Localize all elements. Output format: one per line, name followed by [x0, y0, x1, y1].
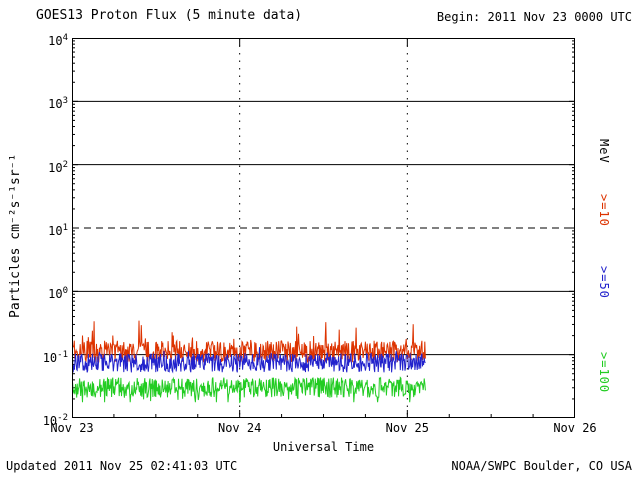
y-tick-label: 102 [48, 159, 68, 175]
x-tick-label: Nov 24 [217, 421, 262, 435]
x-tick-label: Nov 26 [553, 421, 597, 435]
y-tick-label: 104 [48, 33, 68, 48]
plot-canvas [72, 38, 575, 418]
y-tick-label: 10-2 [42, 413, 68, 428]
series-label->=100: >=100 [597, 352, 611, 394]
x-axis-title: Universal Time [272, 440, 375, 454]
series->=50 [72, 347, 426, 374]
y-tick-label: 101 [48, 223, 68, 238]
credit-text: NOAA/SWPC Boulder, CO USA [451, 459, 632, 473]
x-tick-label: Nov 23 [50, 421, 94, 435]
plot-area [72, 38, 575, 418]
y-tick-label: 10-1 [42, 349, 68, 365]
begin-timestamp: Begin: 2011 Nov 23 0000 UTC [436, 10, 632, 24]
series-label->=50: >=50 [597, 266, 611, 299]
right-axis-unit-label: MeV [597, 139, 611, 164]
y-tick-label: 100 [48, 286, 68, 302]
updated-timestamp: Updated 2011 Nov 25 02:41:03 UTC [6, 459, 238, 473]
series->=100 [72, 376, 426, 404]
x-tick-label: Nov 25 [385, 421, 429, 435]
y-tick-label: 103 [48, 96, 68, 112]
series->=10 [72, 320, 426, 364]
series-label->=10: >=10 [597, 194, 611, 227]
chart-title: GOES13 Proton Flux (5 minute data) [36, 8, 303, 23]
